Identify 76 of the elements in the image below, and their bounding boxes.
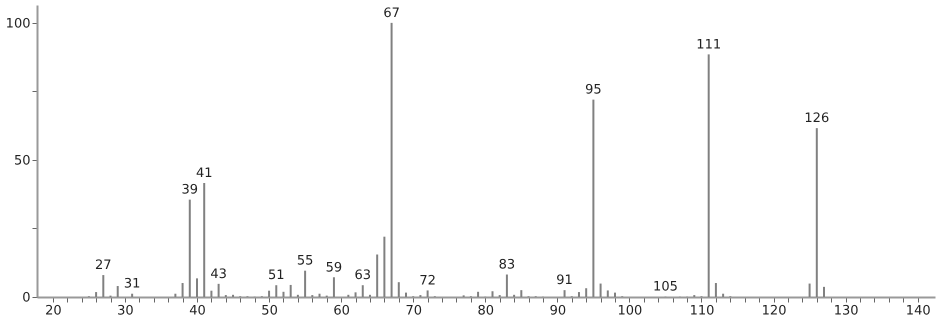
annotation: 55 <box>296 254 314 269</box>
bar <box>275 285 278 297</box>
bar <box>808 284 811 297</box>
annotation: 31 <box>124 276 140 292</box>
bar <box>405 292 407 297</box>
bar <box>578 292 580 297</box>
x-tick-label: 130 <box>834 304 859 318</box>
annotation: 95 <box>585 82 602 98</box>
bar <box>398 282 400 297</box>
bar <box>816 128 818 297</box>
bar <box>95 292 98 297</box>
bar <box>823 286 826 297</box>
x-tick-label: 90 <box>550 304 566 318</box>
bar <box>102 275 104 297</box>
x-tick-label: 80 <box>478 304 494 318</box>
bar <box>210 290 212 297</box>
annotation: 43 <box>210 266 227 282</box>
bar <box>354 292 357 297</box>
bar <box>592 100 594 297</box>
bar <box>268 290 270 297</box>
x-tick-label: 120 <box>762 304 786 318</box>
bar <box>218 284 220 297</box>
bar <box>520 290 522 297</box>
bar <box>174 294 176 297</box>
annotation: 126 <box>804 111 830 126</box>
x-tick-label: 20 <box>45 304 62 318</box>
annotation: 41 <box>196 166 212 181</box>
bar <box>708 54 710 297</box>
bar <box>362 285 364 297</box>
x-tick-label: 100 <box>618 304 642 318</box>
bar <box>722 294 724 297</box>
y-tick-label: 100 <box>6 16 30 32</box>
annotation: 39 <box>182 182 198 198</box>
bar <box>203 182 206 297</box>
bar <box>585 288 588 297</box>
bar <box>426 290 429 297</box>
x-tick-label: 50 <box>261 304 278 318</box>
x-tick-label: 70 <box>405 304 422 318</box>
bar <box>383 236 386 297</box>
bar <box>304 270 306 297</box>
bar <box>131 294 134 297</box>
bar <box>506 274 508 297</box>
x-tick-label: 40 <box>189 304 206 318</box>
x-tick-label: 110 <box>690 304 714 318</box>
annotation: 67 <box>383 6 400 21</box>
x-tick-label: 30 <box>117 304 134 318</box>
bar <box>196 278 198 297</box>
annotation: 91 <box>556 273 573 288</box>
y-tick-label: 0 <box>22 290 30 306</box>
annotation: 51 <box>268 268 285 284</box>
annotation: 111 <box>696 37 722 52</box>
bar <box>714 283 717 297</box>
bar <box>390 22 393 297</box>
bar <box>116 286 119 297</box>
annotation: 83 <box>498 258 516 273</box>
annotation: 59 <box>326 260 342 276</box>
annotation: 72 <box>419 273 436 288</box>
bar <box>290 284 292 297</box>
bar <box>318 294 321 297</box>
y-tick-label: 50 <box>14 153 30 168</box>
annotation: 63 <box>354 268 372 284</box>
bar <box>477 292 480 297</box>
bar <box>182 283 184 297</box>
annotation: 105 <box>653 279 678 294</box>
bar <box>376 254 378 297</box>
bar <box>332 277 335 297</box>
bar <box>564 290 566 297</box>
bar <box>491 291 494 297</box>
bar <box>600 284 602 297</box>
bar <box>606 290 609 297</box>
bar <box>188 200 191 297</box>
bar <box>614 292 616 297</box>
bar <box>282 292 284 297</box>
x-tick-label: 60 <box>333 304 350 318</box>
annotation: 27 <box>95 258 112 274</box>
x-tick-label: 140 <box>906 304 931 318</box>
